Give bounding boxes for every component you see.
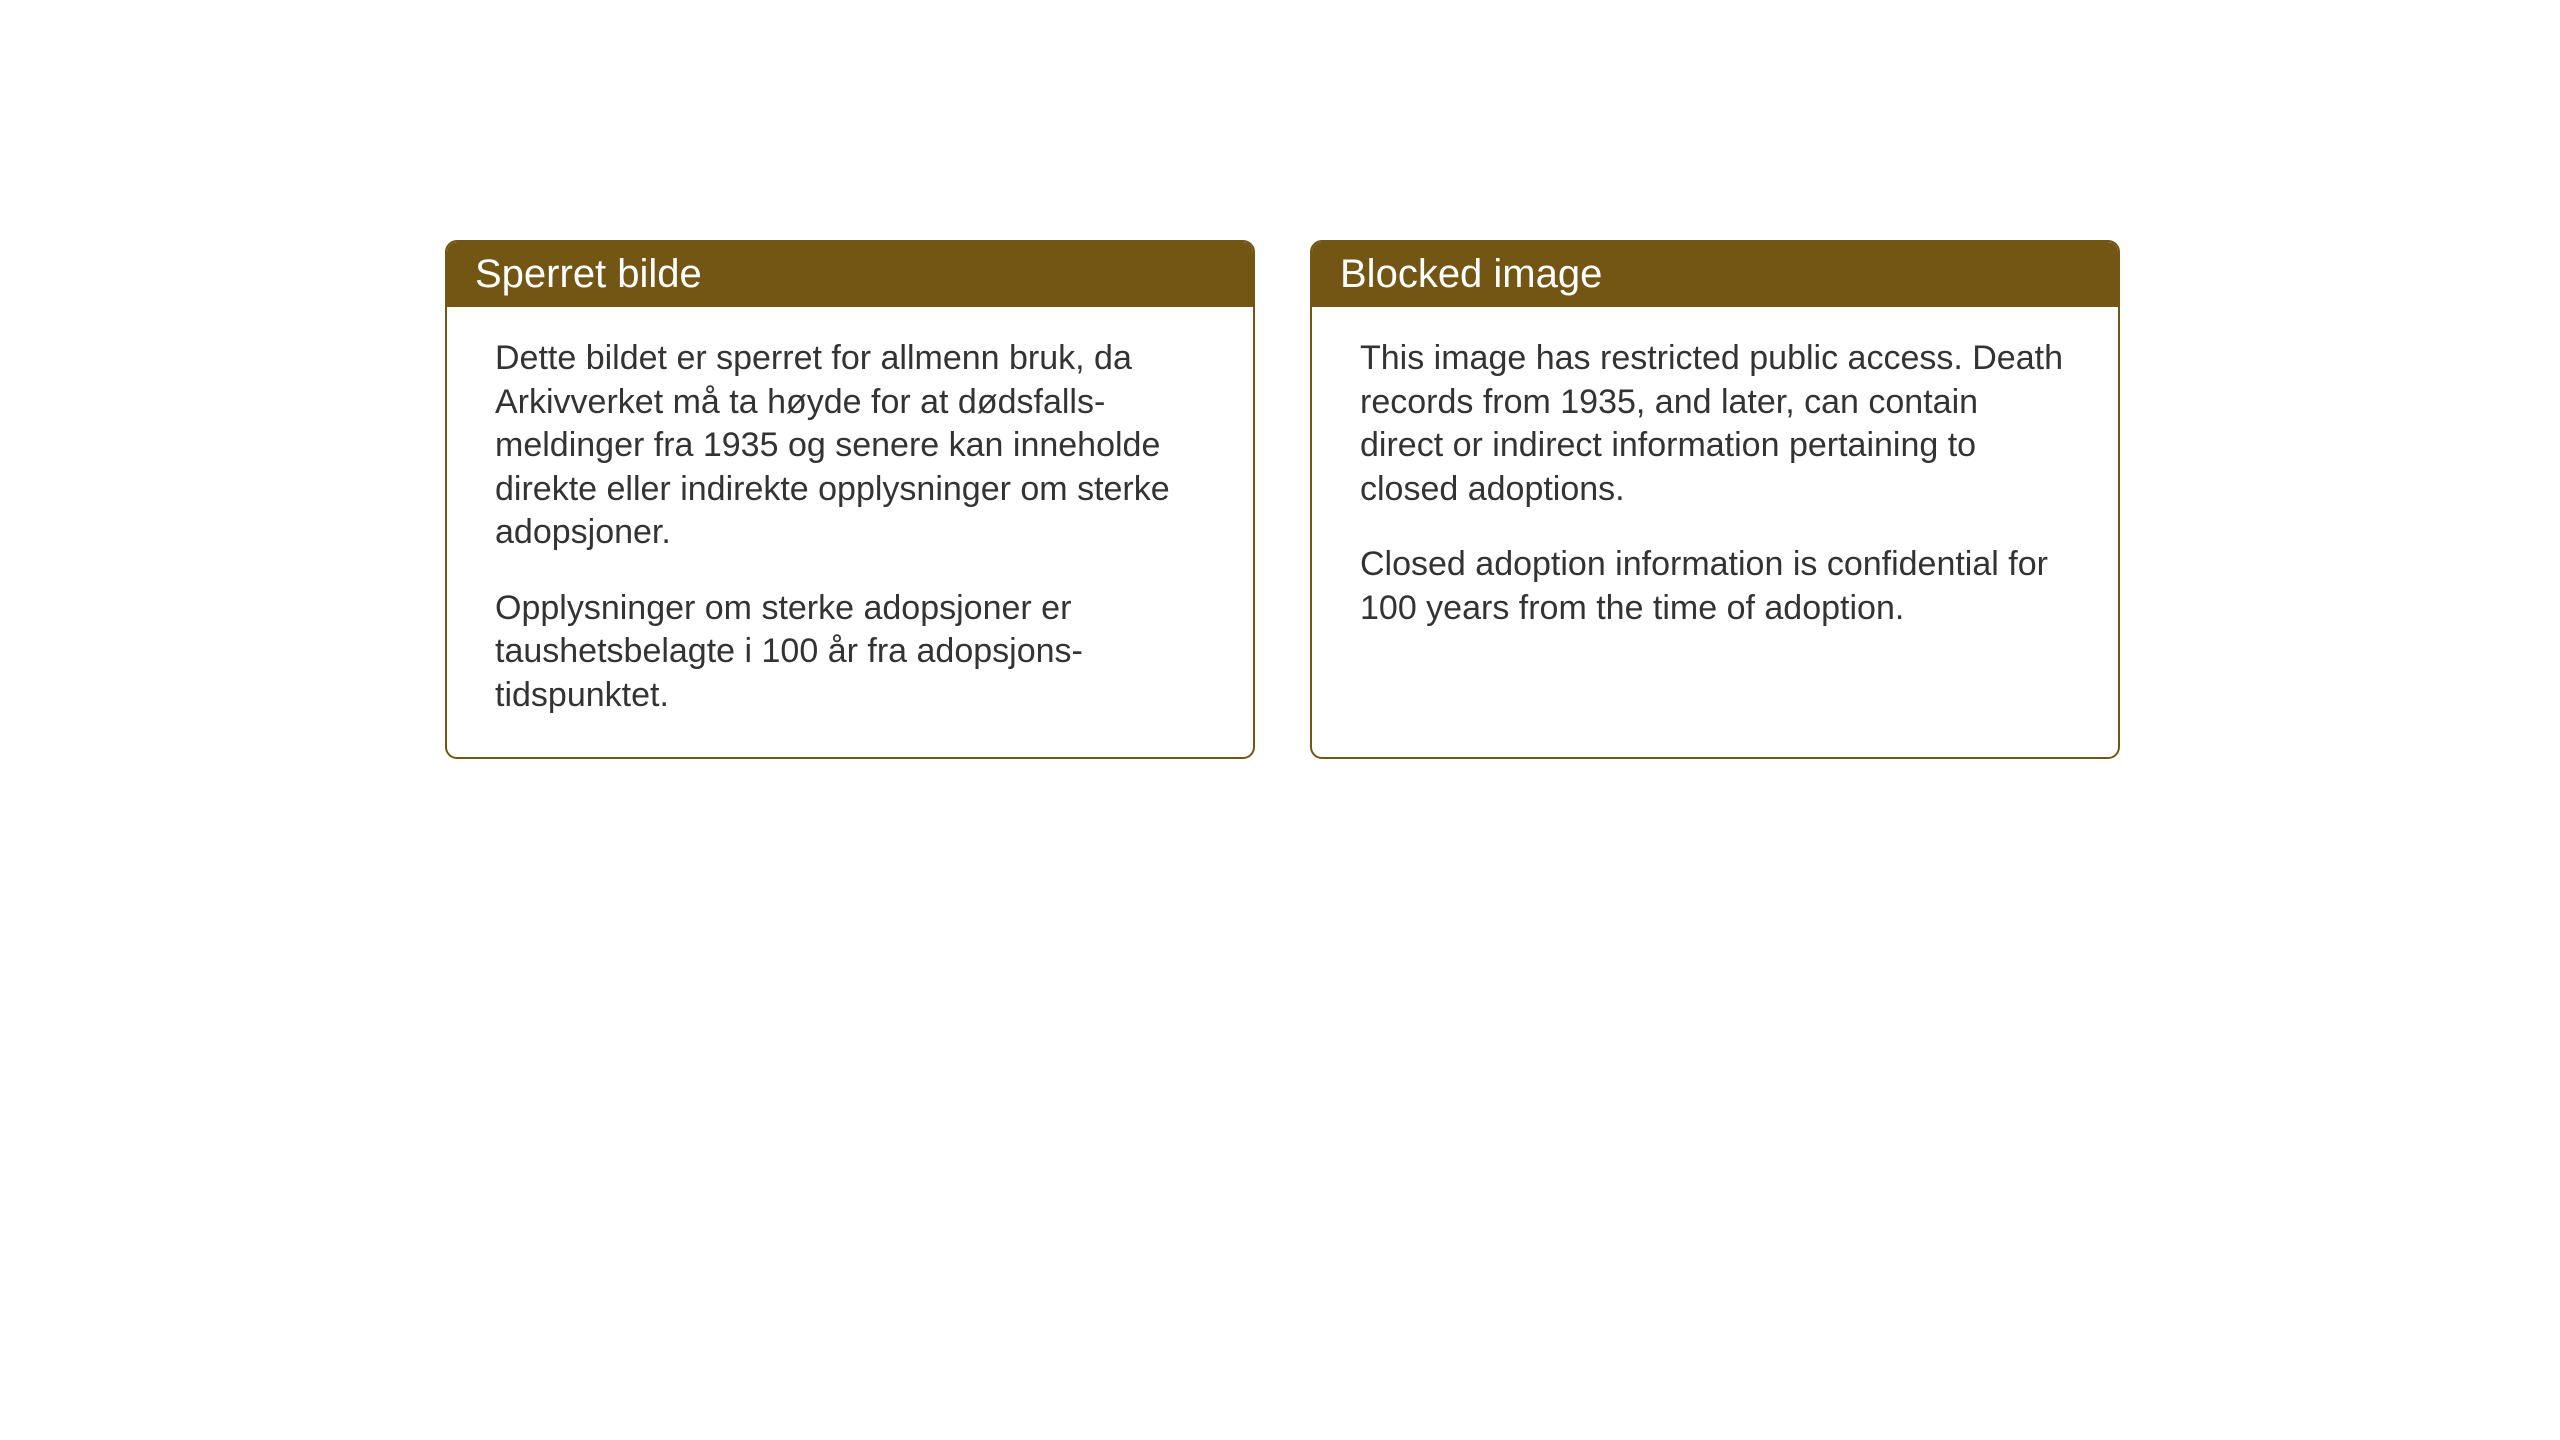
notice-body-norwegian: Dette bildet er sperret for allmenn bruk… — [447, 307, 1253, 757]
notice-title-norwegian: Sperret bilde — [475, 252, 702, 296]
notice-header-english: Blocked image — [1312, 242, 2118, 307]
notice-paragraph-1-english: This image has restricted public access.… — [1360, 337, 2070, 511]
notice-paragraph-1-norwegian: Dette bildet er sperret for allmenn bruk… — [495, 337, 1205, 555]
notice-body-english: This image has restricted public access.… — [1312, 307, 2118, 670]
notice-box-norwegian: Sperret bilde Dette bildet er sperret fo… — [445, 240, 1255, 759]
notice-header-norwegian: Sperret bilde — [447, 242, 1253, 307]
notice-box-english: Blocked image This image has restricted … — [1310, 240, 2120, 759]
notice-title-english: Blocked image — [1340, 252, 1602, 296]
notice-paragraph-2-norwegian: Opplysninger om sterke adopsjoner er tau… — [495, 587, 1205, 718]
notice-paragraph-2-english: Closed adoption information is confident… — [1360, 543, 2070, 630]
notice-container: Sperret bilde Dette bildet er sperret fo… — [445, 240, 2120, 759]
